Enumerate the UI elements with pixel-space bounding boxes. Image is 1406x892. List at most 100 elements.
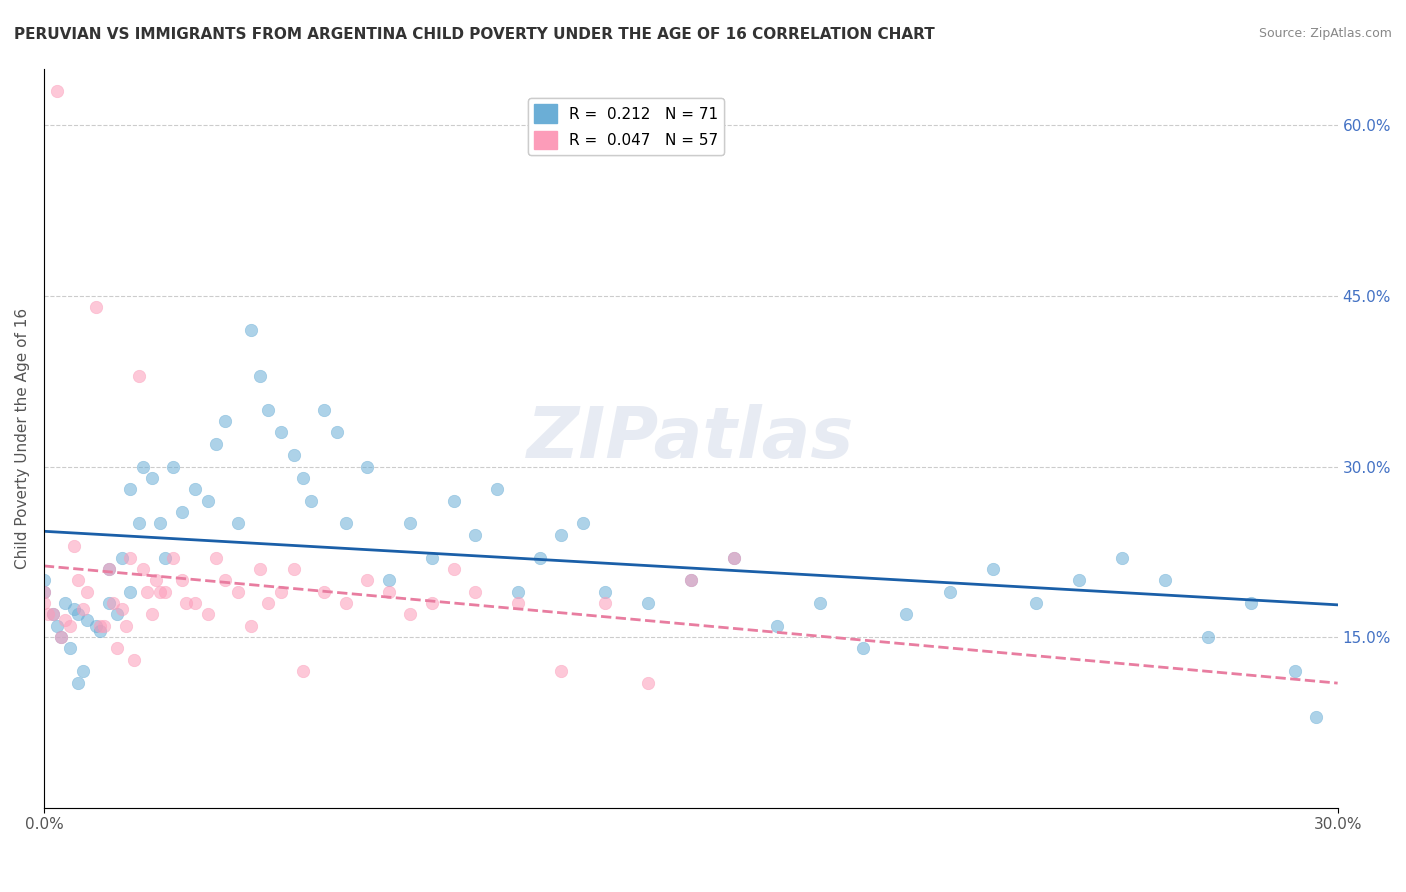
Point <box>257 596 280 610</box>
Point <box>239 618 262 632</box>
Point <box>132 459 155 474</box>
Point <box>283 448 305 462</box>
Point <box>59 618 82 632</box>
Point <box>63 601 86 615</box>
Point <box>162 550 184 565</box>
Point <box>550 664 572 678</box>
Point <box>1305 709 1327 723</box>
Point <box>257 402 280 417</box>
Point <box>205 437 228 451</box>
Point <box>226 516 249 531</box>
Point <box>1154 573 1177 587</box>
Point <box>896 607 918 622</box>
Point <box>981 562 1004 576</box>
Point <box>97 596 120 610</box>
Point <box>124 653 146 667</box>
Point <box>314 584 336 599</box>
Point <box>1111 550 1133 565</box>
Point <box>72 601 94 615</box>
Point <box>226 584 249 599</box>
Point <box>679 573 702 587</box>
Point <box>162 459 184 474</box>
Point <box>270 425 292 440</box>
Point <box>93 618 115 632</box>
Point <box>41 607 63 622</box>
Point <box>136 584 159 599</box>
Point <box>214 573 236 587</box>
Point <box>637 596 659 610</box>
Point <box>679 573 702 587</box>
Point <box>89 618 111 632</box>
Point <box>283 562 305 576</box>
Point <box>335 516 357 531</box>
Point <box>41 607 63 622</box>
Point <box>766 618 789 632</box>
Point <box>141 471 163 485</box>
Point <box>120 483 142 497</box>
Point <box>593 584 616 599</box>
Point <box>938 584 960 599</box>
Point <box>249 562 271 576</box>
Point <box>67 607 90 622</box>
Point <box>299 493 322 508</box>
Point <box>153 550 176 565</box>
Point <box>356 573 378 587</box>
Point <box>132 562 155 576</box>
Point <box>120 584 142 599</box>
Point <box>76 613 98 627</box>
Point <box>1025 596 1047 610</box>
Point <box>174 596 197 610</box>
Point <box>239 323 262 337</box>
Point <box>153 584 176 599</box>
Point <box>32 584 55 599</box>
Point <box>114 618 136 632</box>
Point <box>59 641 82 656</box>
Text: PERUVIAN VS IMMIGRANTS FROM ARGENTINA CHILD POVERTY UNDER THE AGE OF 16 CORRELAT: PERUVIAN VS IMMIGRANTS FROM ARGENTINA CH… <box>14 27 935 42</box>
Point <box>49 630 72 644</box>
Point <box>149 584 172 599</box>
Point <box>149 516 172 531</box>
Point <box>110 601 132 615</box>
Point <box>508 584 530 599</box>
Point <box>464 528 486 542</box>
Point <box>1067 573 1090 587</box>
Point <box>120 550 142 565</box>
Point <box>32 596 55 610</box>
Point <box>637 675 659 690</box>
Text: Source: ZipAtlas.com: Source: ZipAtlas.com <box>1258 27 1392 40</box>
Point <box>1284 664 1306 678</box>
Point <box>399 607 422 622</box>
Point <box>485 483 508 497</box>
Point <box>550 528 572 542</box>
Point <box>97 562 120 576</box>
Point <box>170 505 193 519</box>
Point <box>55 613 77 627</box>
Point <box>464 584 486 599</box>
Point <box>72 664 94 678</box>
Point <box>335 596 357 610</box>
Point <box>508 596 530 610</box>
Point <box>197 607 219 622</box>
Point <box>270 584 292 599</box>
Y-axis label: Child Poverty Under the Age of 16: Child Poverty Under the Age of 16 <box>15 308 30 569</box>
Point <box>141 607 163 622</box>
Point <box>184 483 207 497</box>
Point <box>45 618 67 632</box>
Point <box>291 664 314 678</box>
Point <box>1197 630 1219 644</box>
Point <box>378 573 401 587</box>
Point <box>529 550 551 565</box>
Point <box>326 425 349 440</box>
Point <box>101 596 124 610</box>
Point <box>443 562 465 576</box>
Point <box>145 573 167 587</box>
Point <box>84 618 107 632</box>
Point <box>55 596 77 610</box>
Point <box>37 607 59 622</box>
Point <box>808 596 831 610</box>
Point <box>399 516 422 531</box>
Point <box>128 516 150 531</box>
Point <box>84 301 107 315</box>
Point <box>291 471 314 485</box>
Point <box>1240 596 1263 610</box>
